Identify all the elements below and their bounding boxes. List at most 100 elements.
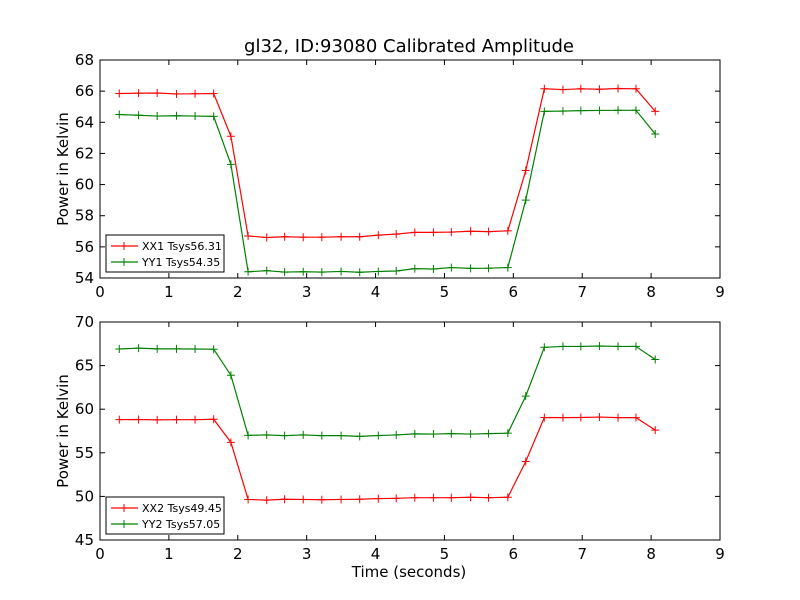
data-point-marker — [374, 231, 383, 240]
data-point-marker — [299, 267, 308, 276]
data-point-marker — [429, 493, 438, 502]
data-point-marker — [226, 160, 235, 169]
data-point-marker — [651, 107, 660, 116]
x-axis-label: Time (seconds) — [351, 563, 467, 581]
y-tick-label: 58 — [75, 207, 94, 225]
data-point-marker — [191, 112, 200, 121]
x-tick-label: 7 — [577, 283, 587, 301]
data-point-marker — [153, 415, 162, 424]
y-tick-label: 64 — [75, 113, 94, 131]
y-tick-label: 55 — [75, 444, 94, 462]
data-point-marker — [484, 227, 493, 236]
data-point-marker — [244, 495, 253, 504]
x-tick-label: 3 — [302, 283, 312, 301]
data-point-marker — [153, 112, 162, 121]
data-point-marker — [595, 85, 604, 94]
data-point-marker — [337, 267, 346, 276]
data-point-marker — [262, 430, 271, 439]
data-point-marker — [115, 110, 124, 119]
data-point-marker — [280, 232, 289, 241]
x-tick-label: 8 — [646, 283, 656, 301]
x-tick-label: 2 — [233, 283, 243, 301]
data-point-marker — [503, 263, 512, 272]
data-point-marker — [410, 493, 419, 502]
data-point-marker — [521, 457, 530, 466]
series-line — [119, 416, 656, 501]
data-point-marker — [651, 355, 660, 364]
data-point-marker — [172, 344, 181, 353]
legend-label: XX2 Tsys49.45 — [142, 502, 222, 515]
data-point-marker — [614, 106, 623, 115]
data-point-marker — [209, 89, 218, 98]
data-point-marker — [280, 268, 289, 277]
data-point-marker — [191, 345, 200, 354]
data-point-marker — [226, 132, 235, 141]
legend-marker — [120, 520, 128, 528]
data-point-marker — [191, 89, 200, 98]
y-tick-label: 65 — [75, 357, 94, 375]
y-tick-label: 45 — [75, 531, 94, 549]
x-tick-label: 3 — [302, 545, 312, 563]
y-tick-label: 66 — [75, 82, 94, 100]
data-point-marker — [614, 342, 623, 351]
legend-box — [105, 234, 225, 273]
data-point-marker — [172, 111, 181, 120]
data-point-marker — [153, 89, 162, 98]
x-tick-label: 4 — [371, 545, 381, 563]
data-point-marker — [521, 392, 530, 401]
data-point-marker — [503, 429, 512, 438]
y-tick-label: 54 — [75, 269, 94, 287]
data-point-marker — [392, 430, 401, 439]
data-point-marker — [115, 345, 124, 354]
data-point-marker — [576, 106, 585, 115]
series-line — [119, 345, 656, 438]
data-point-marker — [337, 495, 346, 504]
x-tick-label: 1 — [164, 545, 174, 563]
data-point-marker — [209, 415, 218, 424]
data-point-marker — [337, 232, 346, 241]
legend-marker — [120, 504, 128, 512]
data-point-marker — [191, 415, 200, 424]
data-point-marker — [447, 228, 456, 237]
y-tick-label: 50 — [75, 487, 94, 505]
data-point-marker — [503, 226, 512, 235]
plot-frame — [99, 59, 721, 279]
y-tick-label: 70 — [75, 313, 94, 331]
data-point-marker — [392, 266, 401, 275]
data-point-marker — [576, 84, 585, 93]
data-point-marker — [410, 228, 419, 237]
data-point-marker — [337, 431, 346, 440]
x-tick-label: 5 — [440, 283, 450, 301]
data-point-marker — [299, 233, 308, 242]
data-point-marker — [172, 89, 181, 98]
data-point-marker — [447, 493, 456, 502]
data-point-marker — [226, 438, 235, 447]
data-point-marker — [631, 84, 640, 93]
data-point-marker — [299, 430, 308, 439]
data-point-marker — [576, 413, 585, 422]
legend-marker — [120, 242, 128, 250]
chart-title: gl32, ID:93080 Calibrated Amplitude — [244, 36, 574, 57]
data-point-marker — [355, 268, 364, 277]
data-point-marker — [521, 196, 530, 205]
x-tick-label: 0 — [95, 545, 105, 563]
y-tick-label: 62 — [75, 144, 94, 162]
data-point-marker — [317, 431, 326, 440]
data-point-marker — [374, 494, 383, 503]
data-point-marker — [410, 264, 419, 273]
data-point-marker — [134, 111, 143, 120]
data-point-marker — [134, 415, 143, 424]
data-point-marker — [614, 84, 623, 93]
data-point-marker — [374, 267, 383, 276]
data-point-marker — [484, 429, 493, 438]
data-point-marker — [299, 495, 308, 504]
data-point-marker — [226, 371, 235, 380]
data-point-marker — [521, 166, 530, 175]
data-point-marker — [576, 342, 585, 351]
x-tick-label: 6 — [509, 545, 519, 563]
data-point-marker — [631, 106, 640, 115]
data-point-marker — [280, 431, 289, 440]
data-point-marker — [540, 343, 549, 352]
data-point-marker — [540, 84, 549, 93]
